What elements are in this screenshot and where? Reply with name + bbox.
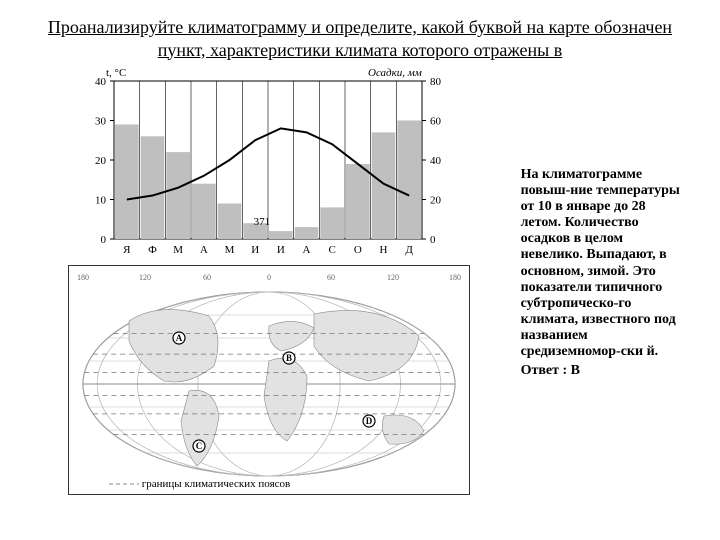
- task-title: Проанализируйте климатограмму и определи…: [0, 0, 720, 67]
- world-map: A B C D 180 120 60 0 60 120 180 границы климатичес…: [68, 265, 470, 495]
- svg-text:D: D: [366, 416, 373, 426]
- svg-text:И: И: [251, 244, 259, 256]
- svg-text:40: 40: [95, 76, 107, 88]
- explanation-block: На климатограмме повыш-ние температуры о…: [481, 67, 680, 495]
- svg-text:С: С: [328, 244, 335, 256]
- svg-text:М: М: [173, 244, 183, 256]
- svg-text:0: 0: [430, 234, 436, 246]
- svg-text:20: 20: [95, 155, 107, 167]
- svg-text:А: А: [303, 244, 311, 256]
- svg-text:Я: Я: [123, 244, 131, 256]
- svg-text:И: И: [277, 244, 285, 256]
- svg-text:40: 40: [430, 155, 442, 167]
- svg-text:120: 120: [387, 273, 399, 282]
- svg-text:60: 60: [203, 273, 211, 282]
- svg-text:А: А: [200, 244, 208, 256]
- svg-text:Н: Н: [380, 244, 388, 256]
- explanation-text: На климатограмме повыш-ние температуры о…: [521, 167, 680, 360]
- svg-text:A: A: [176, 333, 183, 343]
- right-axis-label: Осадки, мм: [368, 67, 422, 79]
- svg-text:Ф: Ф: [148, 244, 157, 256]
- svg-text:30: 30: [95, 116, 107, 128]
- svg-text:371: 371: [254, 216, 271, 228]
- svg-text:0: 0: [267, 273, 271, 282]
- svg-text:180: 180: [449, 273, 461, 282]
- svg-text:20: 20: [430, 195, 442, 207]
- svg-text:М: М: [225, 244, 235, 256]
- climatogram-chart: 010203040020406080371ЯФМАМИИАСОНД t, °C …: [78, 67, 458, 259]
- svg-text:80: 80: [430, 76, 442, 88]
- svg-text:C: C: [196, 441, 203, 451]
- svg-text:180: 180: [77, 273, 89, 282]
- svg-text:О: О: [354, 244, 362, 256]
- svg-text:120: 120: [139, 273, 151, 282]
- svg-text:60: 60: [430, 116, 442, 128]
- map-legend-text: границы климатических поясов: [109, 478, 290, 490]
- svg-text:B: B: [286, 353, 292, 363]
- svg-text:0: 0: [101, 234, 107, 246]
- answer-text: Ответ : В: [521, 363, 680, 379]
- svg-text:60: 60: [327, 273, 335, 282]
- content-row: 010203040020406080371ЯФМАМИИАСОНД t, °C …: [0, 67, 720, 495]
- svg-text:Д: Д: [405, 244, 413, 256]
- left-column: 010203040020406080371ЯФМАМИИАСОНД t, °C …: [72, 67, 481, 495]
- left-axis-label: t, °C: [106, 67, 126, 79]
- svg-text:10: 10: [95, 195, 107, 207]
